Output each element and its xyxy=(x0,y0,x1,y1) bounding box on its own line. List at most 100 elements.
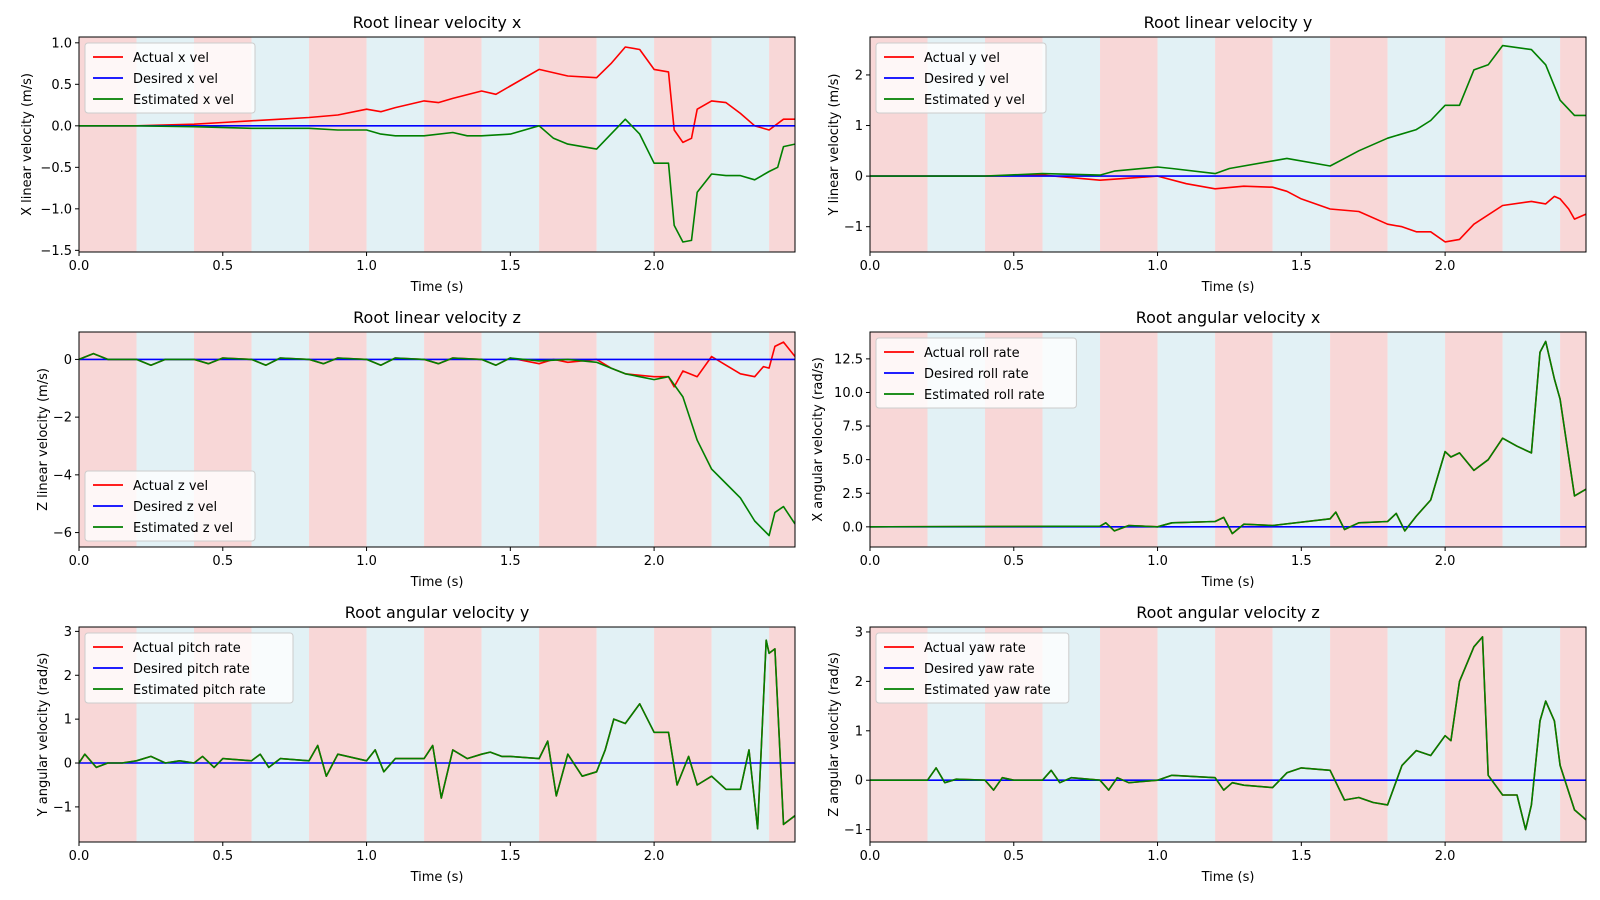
phase-band-pink xyxy=(1215,37,1273,252)
x-tick-label: 1.0 xyxy=(1147,849,1168,864)
phase-bands xyxy=(870,332,1586,547)
y-tick-label: 0 xyxy=(64,353,72,368)
axes-frame xyxy=(78,331,796,548)
x-tick-label: 1.5 xyxy=(1291,849,1312,864)
phase-band-blue xyxy=(1387,37,1446,252)
legend-label: Actual x vel xyxy=(133,51,209,66)
legend-box xyxy=(875,337,1077,409)
phase-band-blue xyxy=(366,37,425,252)
chart-title: Root angular velocity y xyxy=(345,603,530,622)
phase-band-pink xyxy=(1445,627,1503,842)
x-tick-label: 1.5 xyxy=(500,259,521,274)
y-tick-label: 0.5 xyxy=(51,78,72,93)
y-axis-label: Z angular velocity (rad/s) xyxy=(827,652,842,817)
axes-frame xyxy=(869,36,1587,253)
phase-band-blue xyxy=(1157,37,1216,252)
y-tick-label: −1.0 xyxy=(40,202,72,217)
y-axis-label: X linear velocity (m/s) xyxy=(20,73,35,216)
y-tick-label: −4 xyxy=(53,468,72,483)
x-tick-label: 2.0 xyxy=(644,849,665,864)
axes-frame xyxy=(78,36,796,253)
phase-band-blue xyxy=(1387,332,1446,547)
legend-box xyxy=(875,42,1047,114)
series-lines xyxy=(870,636,1586,831)
y-tick-label: −2 xyxy=(53,411,72,426)
chart-panel-4: 0.0 0.5 1.0 1.5 2.0 0.0 2.5 5.0 7.5 10.0 12.5 Root … xyxy=(811,308,1587,590)
y-tick-label: 2 xyxy=(855,68,863,83)
y-tick-label: 2 xyxy=(855,675,863,690)
legend-label: Estimated x vel xyxy=(133,93,234,108)
chart-panel-5: 0.0 0.5 1.0 1.5 2.0 −1 0 1 2 3 Root angular veloci… xyxy=(36,603,796,885)
phase-band-pink xyxy=(1215,332,1273,547)
chart-panel-6: 0.0 0.5 1.0 1.5 2.0 −1 0 1 2 3 Root angular veloci… xyxy=(827,603,1587,885)
legend-label: Estimated z vel xyxy=(133,521,233,536)
axes-frame xyxy=(869,626,1587,843)
y-tick-label: 0 xyxy=(855,774,863,789)
phase-band-blue xyxy=(1387,627,1446,842)
phase-band-pink xyxy=(654,37,712,252)
y-axis-label: Y angular velocity (rad/s) xyxy=(36,653,51,818)
y-tick-label: 2 xyxy=(64,669,72,684)
series-line-estimated xyxy=(79,639,795,830)
x-tick-label: 2.0 xyxy=(1435,849,1456,864)
chart-title: Root linear velocity x xyxy=(353,13,522,32)
y-tick-label: −1 xyxy=(844,823,863,838)
phase-band-blue xyxy=(596,332,655,547)
legend: Actual y vel Desired y vel Estimated y vel xyxy=(875,42,1047,114)
legend-label: Desired x vel xyxy=(133,72,218,87)
legend: Actual x vel Desired x vel Estimated x vel xyxy=(84,42,256,114)
y-tick-label: 7.5 xyxy=(842,420,863,435)
x-tick-label: 1.0 xyxy=(1147,554,1168,569)
phase-band-pink xyxy=(309,37,367,252)
legend-box xyxy=(84,42,256,114)
x-tick-label: 1.5 xyxy=(1291,259,1312,274)
y-tick-label: 0.0 xyxy=(842,520,863,535)
chart-title: Root angular velocity x xyxy=(1136,308,1321,327)
axes-frame xyxy=(78,626,796,843)
y-tick-label: 0 xyxy=(855,170,863,185)
phase-band-blue xyxy=(711,37,770,252)
legend: Actual roll rate Desired roll rate Estimat… xyxy=(875,337,1077,409)
phase-bands xyxy=(79,627,795,842)
x-axis-label: Time (s) xyxy=(1201,575,1255,590)
chart-panel-2: 0.0 0.5 1.0 1.5 2.0 −1 0 1 2 Root linear velocity… xyxy=(827,13,1587,295)
legend: Actual yaw rate Desired yaw rate Estimated… xyxy=(875,632,1070,704)
legend-label: Estimated roll rate xyxy=(924,388,1045,403)
chart-title: Root linear velocity y xyxy=(1144,13,1313,32)
series-line-actual xyxy=(870,174,1586,243)
y-axis-label: Z linear velocity (m/s) xyxy=(36,368,51,511)
phase-band-pink xyxy=(1215,627,1273,842)
phase-band-pink xyxy=(1445,37,1503,252)
x-tick-label: 2.0 xyxy=(1435,259,1456,274)
legend-box xyxy=(84,632,294,704)
x-tick-label: 2.0 xyxy=(644,259,665,274)
phase-band-pink xyxy=(1330,37,1388,252)
x-axis-label: Time (s) xyxy=(410,870,464,885)
phase-band-blue xyxy=(1502,332,1561,547)
y-tick-label: −1 xyxy=(53,800,72,815)
y-tick-label: 10.0 xyxy=(834,386,863,401)
x-tick-label: 0.0 xyxy=(860,259,881,274)
legend-label: Estimated y vel xyxy=(924,93,1025,108)
x-tick-label: 1.0 xyxy=(1147,259,1168,274)
legend-label: Actual y vel xyxy=(924,51,1000,66)
y-tick-label: 3 xyxy=(64,625,72,640)
phase-band-pink xyxy=(1100,332,1158,547)
phase-band-blue xyxy=(481,37,540,252)
phase-band-blue xyxy=(596,627,655,842)
legend-label: Estimated pitch rate xyxy=(133,683,266,698)
phase-band-pink xyxy=(539,332,597,547)
axes-frame xyxy=(869,331,1587,548)
phase-band-blue xyxy=(251,37,310,252)
phase-band-blue xyxy=(1042,37,1101,252)
phase-band-pink xyxy=(1100,37,1158,252)
x-tick-label: 1.0 xyxy=(356,259,377,274)
phase-band-blue xyxy=(481,627,540,842)
legend-label: Desired pitch rate xyxy=(133,662,250,677)
legend: Actual pitch rate Desired pitch rate Estim… xyxy=(84,632,294,704)
x-tick-label: 0.0 xyxy=(69,849,90,864)
x-tick-label: 0.0 xyxy=(860,849,881,864)
phase-band-blue xyxy=(1157,332,1216,547)
